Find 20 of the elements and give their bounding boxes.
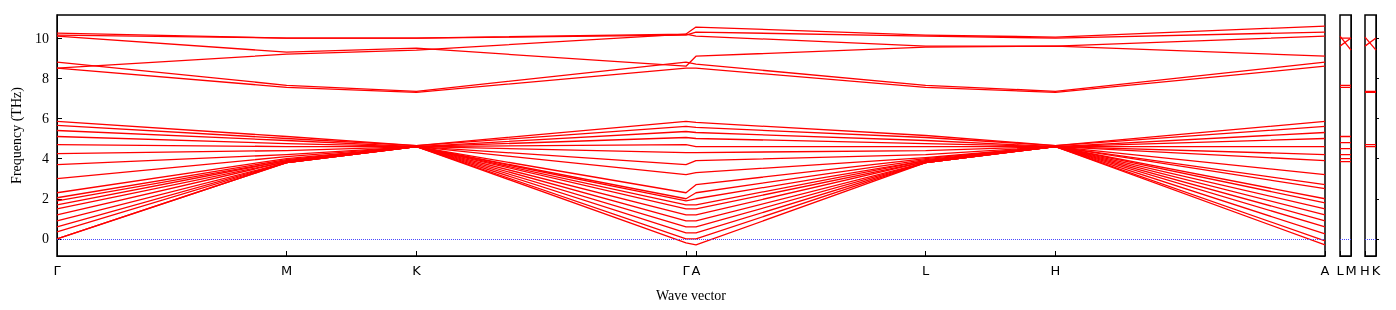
- x-tick-label: A: [1320, 263, 1330, 278]
- x-tick-label: A: [691, 263, 701, 278]
- x-tick-label: K: [1371, 263, 1381, 278]
- x-tick-label: H: [1050, 263, 1061, 278]
- x-tick-label: H: [1360, 263, 1370, 278]
- x-tick-label: M: [281, 263, 293, 278]
- y-tick-label: 10: [35, 30, 49, 46]
- x-tick-label: L: [922, 263, 930, 278]
- x-tick-label: K: [412, 263, 422, 278]
- y-tick-label: 8: [42, 70, 49, 86]
- y-tick-label: 0: [42, 231, 49, 247]
- x-tick-label: M: [1345, 263, 1357, 278]
- y-axis-title: Frequency (THz): [8, 86, 25, 184]
- y-tick-label: 4: [42, 151, 49, 167]
- y-tick-label: 6: [42, 110, 49, 126]
- x-tick-label: Γ: [682, 263, 691, 278]
- y-tick-label: 2: [42, 191, 49, 207]
- x-tick-label: Γ: [53, 263, 62, 278]
- x-axis-title: Wave vector: [656, 287, 727, 303]
- x-tick-label: L: [1336, 263, 1345, 278]
